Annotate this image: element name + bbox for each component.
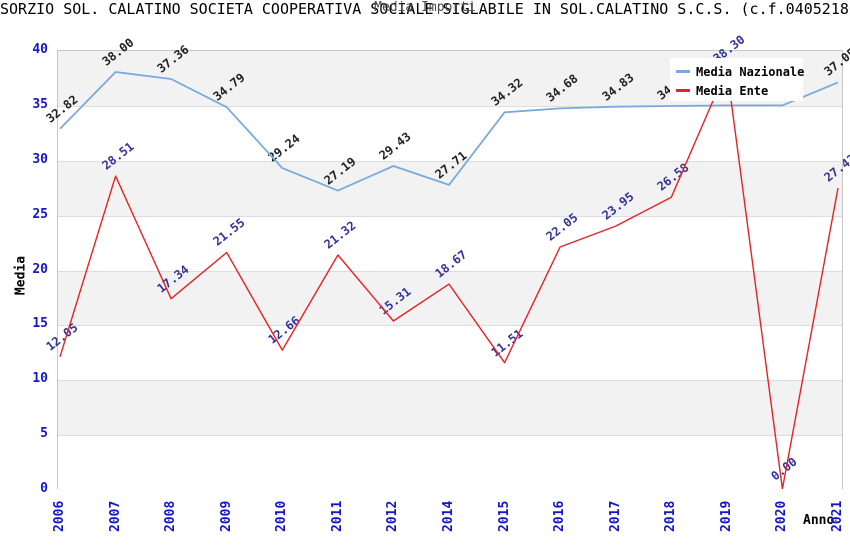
gridline [58, 380, 842, 382]
x-tick-label: 2008 [163, 500, 179, 532]
x-tick-label: 2007 [107, 500, 123, 532]
gridline [58, 215, 842, 217]
plot-band [58, 105, 842, 161]
legend-item-media-ente: Media Ente [676, 82, 803, 99]
x-tick-label: 2017 [607, 500, 623, 532]
plot-band [58, 215, 842, 271]
plot-band [58, 160, 842, 216]
legend-label: Media Nazionale [696, 64, 805, 79]
gridline [58, 105, 842, 107]
line-media-nazionale [59, 71, 839, 192]
gridline [58, 435, 842, 437]
x-tick-label: 2018 [663, 500, 679, 532]
line-media-ente [59, 68, 839, 489]
x-tick-label: 2019 [718, 500, 734, 532]
x-tick-label: 2006 [52, 500, 67, 532]
y-tick-label: 20 [32, 261, 48, 277]
x-tick-label: 2014 [441, 500, 456, 532]
x-tick-label: 2020 [774, 500, 790, 532]
chart-title: SORZIO SOL. CALATINO SOCIETA COOPERATIVA… [0, 0, 850, 18]
line-series-layer [59, 68, 839, 489]
x-tick-label: 2010 [274, 500, 290, 532]
plot-band [58, 380, 842, 436]
plot-band [58, 435, 842, 490]
legend-swatch-blue-line-icon [676, 70, 690, 73]
legend-label: Media Ente [696, 83, 769, 98]
gridline [58, 160, 842, 162]
legend-item-media-nazionale: Media Nazionale [676, 63, 805, 80]
chart-subtitle: Media Importi [374, 0, 476, 15]
x-axis-title: Anno [803, 513, 835, 528]
gridline [58, 270, 842, 272]
x-tick-label: 2009 [218, 500, 234, 532]
plot-area [57, 50, 843, 490]
y-tick-label: 10 [32, 371, 48, 387]
y-tick-label: 5 [40, 426, 48, 442]
y-tick-label: 0 [40, 481, 48, 496]
legend-swatch-red-line-icon [676, 89, 690, 92]
gridline [58, 325, 842, 327]
x-tick-label: 2016 [552, 500, 568, 532]
legend: Media Nazionale Media Ente [670, 58, 805, 101]
y-tick-label: 40 [32, 42, 48, 57]
x-tick-label: 2012 [385, 500, 401, 532]
x-tick-label: 2011 [329, 500, 345, 532]
plot-band [58, 325, 842, 381]
y-tick-label: 30 [32, 151, 48, 167]
y-tick-label: 15 [32, 316, 48, 332]
y-tick-label: 25 [32, 206, 48, 222]
x-tick-label: 2021 [830, 500, 845, 532]
plot-band [58, 270, 842, 326]
x-tick-label: 2015 [496, 500, 512, 532]
y-tick-label: 35 [32, 96, 48, 112]
